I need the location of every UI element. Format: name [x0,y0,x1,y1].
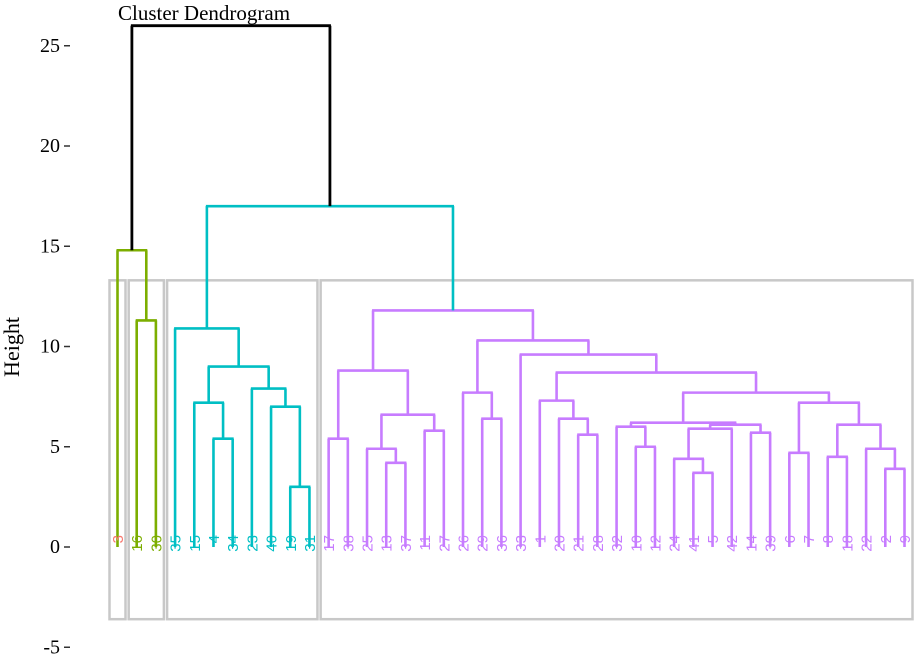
leaf-label: 7 [801,535,818,543]
cluster-box [165,279,319,621]
y-axis-label: Height [0,317,24,377]
leaf-label: 8 [820,535,837,543]
y-tick-label: 20 [40,135,60,157]
leaf-label: 16 [129,535,146,552]
y-tick-label: 25 [40,35,60,57]
y-tick-label: 5 [50,436,60,458]
leaf-label: 31 [302,535,319,552]
leaf-label: 27 [436,535,453,552]
leaf-label: 28 [590,535,607,552]
leaf-label: 10 [628,535,645,552]
cluster-box [319,279,914,621]
y-tick-label: 0 [50,536,60,558]
leaf-label: 32 [609,535,626,552]
leaf-label: 38 [340,535,357,552]
leaf-labels: 3 16 30 35 15 4 34 23 40 19 31 17 38 25 13 37 11 27 26 29 36… [110,535,914,552]
leaf-label: 20 [551,535,568,552]
y-tick-label: -5 [43,636,60,657]
cluster-box [127,279,166,621]
leaf-label: 33 [513,535,530,552]
leaf-label: 9 [897,535,914,543]
leaf-label: 1 [532,535,549,543]
dendrogram-links [116,24,906,547]
leaf-label: 14 [743,535,760,552]
y-axis: -5 0 5 10 15 20 25 [40,35,70,657]
chart-title: Cluster Dendrogram [118,1,290,25]
leaf-label: 36 [494,535,511,552]
leaf-label: 19 [283,535,300,552]
y-tick-label: 15 [40,235,60,257]
leaf-label: 18 [839,535,856,552]
leaf-label: 30 [148,535,165,552]
leaf-label: 40 [264,535,281,552]
leaf-label: 23 [244,535,261,552]
leaf-label: 24 [667,535,684,552]
leaf-label: 6 [782,535,799,543]
leaf-label: 21 [571,535,588,552]
leaf-label: 26 [456,535,473,552]
leaf-label: 2 [878,535,895,543]
leaf-label: 34 [225,535,242,552]
leaf-label: 42 [724,535,741,552]
leaf-label: 17 [321,535,338,552]
y-tick-label: 10 [40,336,60,358]
cluster-boxes [108,279,914,621]
leaf-label: 3 [110,535,127,543]
leaf-label: 25 [360,535,377,552]
leaf-label: 15 [187,535,204,552]
leaf-label: 41 [686,535,703,552]
leaf-label: 13 [379,535,396,552]
leaf-label: 5 [705,535,722,543]
leaf-label: 35 [168,535,185,552]
leaf-label: 39 [763,535,780,552]
leaf-label: 29 [475,535,492,552]
leaf-label: 22 [859,535,876,552]
leaf-label: 4 [206,535,223,543]
leaf-label: 12 [647,535,664,552]
leaf-label: 37 [398,535,415,552]
leaf-label: 11 [417,535,434,551]
